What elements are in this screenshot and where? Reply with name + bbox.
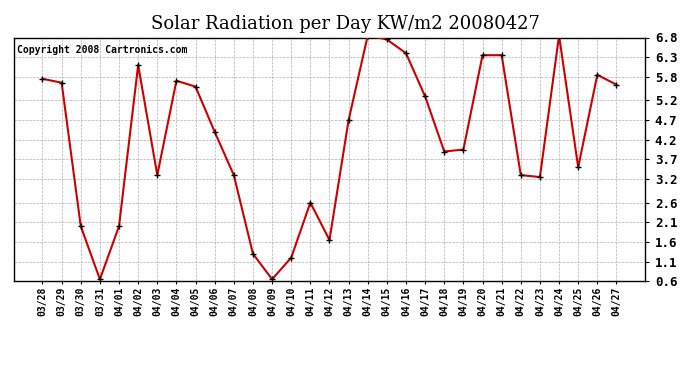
- Text: Solar Radiation per Day KW/m2 20080427: Solar Radiation per Day KW/m2 20080427: [150, 15, 540, 33]
- Text: Copyright 2008 Cartronics.com: Copyright 2008 Cartronics.com: [17, 45, 187, 55]
